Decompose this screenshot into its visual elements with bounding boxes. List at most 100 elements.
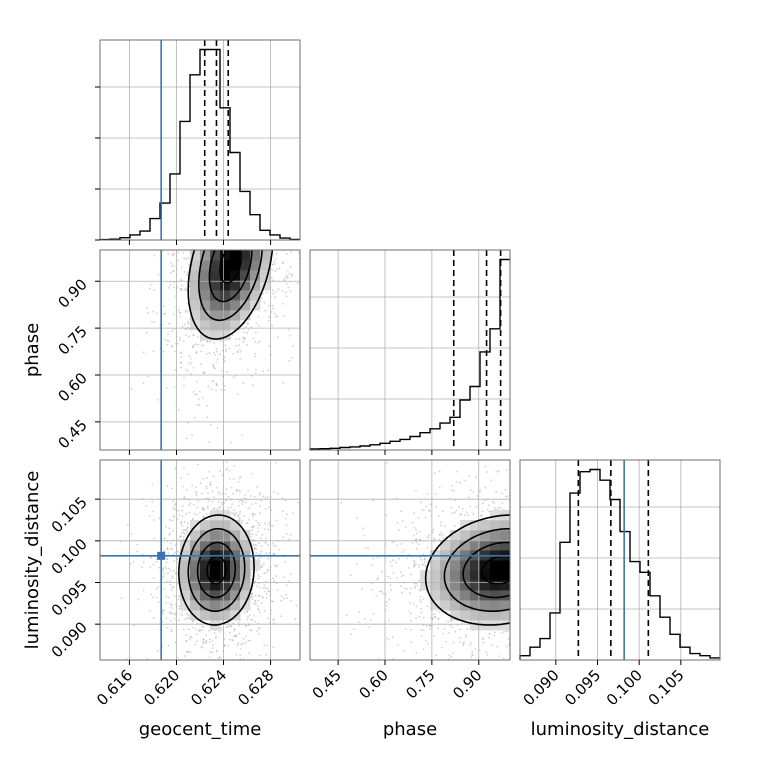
sample-point	[410, 573, 412, 576]
sample-point	[580, 535, 582, 537]
sample-point	[367, 547, 370, 550]
sample-point	[130, 387, 133, 390]
sample-point	[521, 568, 523, 570]
sample-point	[535, 588, 537, 590]
sample-point	[188, 223, 190, 225]
sample-point	[193, 513, 196, 515]
contour-line	[177, 514, 255, 626]
sample-point	[407, 665, 409, 667]
sample-point	[580, 494, 582, 496]
sample-point	[272, 211, 274, 213]
sample-point	[319, 200, 321, 202]
sample-point	[275, 565, 277, 568]
sample-point	[533, 587, 535, 589]
sample-point	[157, 585, 159, 588]
sample-point	[285, 234, 287, 236]
sample-point	[202, 216, 204, 218]
y-tick-label: 0.75	[54, 322, 90, 358]
sample-point	[583, 491, 585, 493]
sample-point	[264, 202, 266, 204]
sample-point	[319, 181, 321, 183]
sample-point	[536, 496, 538, 498]
sample-point	[551, 569, 553, 571]
sample-point	[459, 513, 462, 516]
sample-point	[148, 287, 151, 290]
sample-point	[180, 287, 183, 290]
sample-point	[242, 248, 244, 250]
sample-point	[173, 265, 176, 267]
sample-point	[267, 304, 270, 307]
sample-point	[297, 190, 299, 192]
density-cell	[480, 610, 491, 621]
sample-point	[234, 338, 237, 340]
sample-point	[280, 595, 283, 598]
sample-point	[561, 473, 563, 475]
sample-point	[167, 596, 170, 599]
sample-point	[152, 310, 155, 313]
sample-point	[268, 590, 271, 593]
sample-point	[517, 538, 519, 540]
sample-point	[237, 514, 240, 516]
sample-point	[258, 586, 261, 589]
sample-point	[527, 530, 529, 532]
sample-point	[592, 525, 594, 527]
sample-point	[265, 179, 267, 181]
sample-point	[536, 576, 538, 578]
sample-point	[296, 195, 298, 197]
sample-point	[191, 484, 194, 487]
sample-point	[396, 644, 399, 646]
sample-point	[183, 535, 185, 538]
sample-point	[255, 231, 257, 233]
sample-point	[147, 375, 150, 378]
sample-point	[282, 219, 284, 221]
density-cell	[180, 590, 191, 601]
sample-point	[179, 352, 182, 355]
sample-point	[253, 547, 256, 550]
sample-point	[247, 107, 249, 109]
sample-point	[308, 213, 310, 215]
sample-point	[237, 177, 239, 179]
sample-point	[211, 388, 213, 391]
sample-point	[548, 551, 550, 553]
sample-point	[462, 642, 465, 645]
sample-point	[195, 633, 198, 636]
panel-contours	[424, 514, 510, 626]
sample-point	[202, 212, 204, 214]
sample-point	[202, 213, 204, 215]
sample-point	[453, 490, 455, 493]
density-cell	[230, 600, 241, 611]
sample-point	[179, 477, 182, 480]
sample-point	[242, 340, 245, 343]
sample-point	[511, 578, 513, 580]
sample-point	[418, 530, 421, 533]
sample-point	[193, 226, 195, 228]
sample-point	[389, 577, 392, 580]
sample-point	[490, 644, 493, 647]
sample-point	[136, 550, 139, 553]
sample-point	[133, 624, 135, 627]
sample-point	[188, 638, 191, 641]
density-cell	[200, 540, 211, 551]
sample-point	[615, 570, 617, 572]
x-tick-label: 0.60	[355, 666, 391, 702]
sample-point	[564, 593, 566, 595]
sample-point	[257, 530, 260, 533]
sample-point	[527, 626, 529, 628]
sample-point	[522, 503, 524, 505]
sample-point	[403, 549, 405, 551]
sample-point	[567, 560, 569, 562]
sample-point	[195, 351, 198, 353]
sample-point	[230, 204, 232, 206]
sample-point	[560, 504, 562, 506]
sample-point	[217, 226, 219, 228]
sample-point	[260, 499, 263, 502]
sample-point	[402, 574, 405, 577]
sample-point	[242, 642, 244, 645]
sample-point	[167, 229, 169, 231]
sample-point	[242, 230, 244, 232]
sample-point	[275, 290, 278, 293]
sample-point	[212, 507, 215, 510]
sample-point	[542, 545, 544, 547]
sample-point	[219, 218, 221, 220]
sample-point	[132, 561, 135, 563]
